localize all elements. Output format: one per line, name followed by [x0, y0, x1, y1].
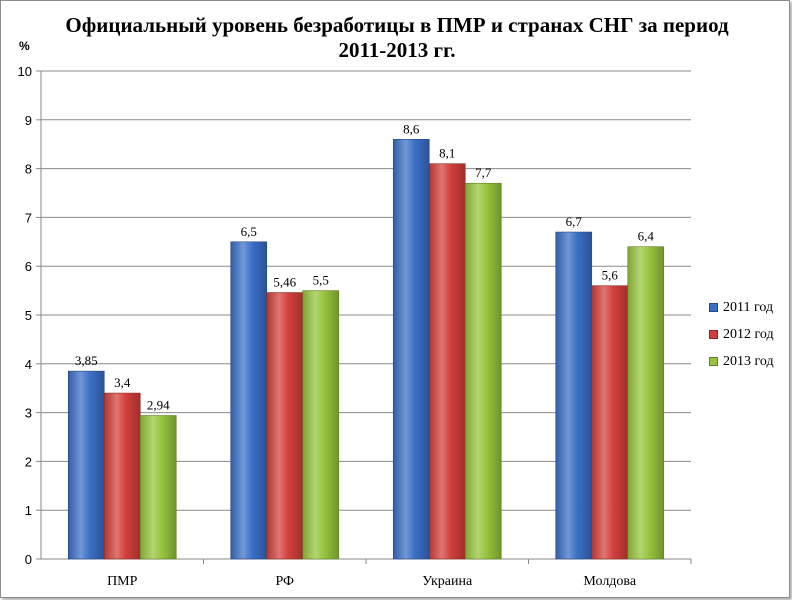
- bar: [627, 246, 665, 560]
- data-label: 8,1: [439, 146, 455, 161]
- legend-item: 2013 год: [709, 348, 774, 375]
- chart-title: Официальный уровень безработицы в ПМР и …: [41, 13, 753, 63]
- data-label: 6,5: [241, 224, 257, 239]
- legend-item: 2012 год: [709, 321, 774, 348]
- legend-swatch: [709, 330, 718, 339]
- bar: [139, 415, 177, 560]
- data-label: 6,7: [566, 214, 583, 229]
- legend-label: 2012 год: [723, 326, 774, 342]
- legend-label: 2011 год: [723, 299, 774, 315]
- data-label: 5,5: [313, 273, 329, 288]
- category-label: РФ: [275, 574, 294, 589]
- data-label: 5,46: [273, 275, 296, 290]
- y-tick-label: 6: [25, 259, 32, 274]
- data-label: 3,85: [75, 353, 98, 368]
- y-tick-label: 10: [18, 64, 32, 79]
- bar: [591, 285, 629, 560]
- bar: [302, 290, 340, 560]
- bar: [428, 163, 466, 560]
- bar: [266, 292, 304, 560]
- data-label: 5,6: [602, 268, 619, 283]
- bar: [392, 139, 430, 560]
- category-label: Молдова: [583, 574, 636, 589]
- legend-label: 2013 год: [723, 353, 774, 369]
- legend-swatch: [709, 303, 718, 312]
- y-tick-label: 3: [25, 406, 32, 421]
- legend: 2011 год 2012 год 2013 год: [709, 294, 774, 375]
- category-label: Украина: [422, 574, 473, 589]
- y-tick-label: 4: [25, 357, 32, 372]
- y-tick-label: 8: [25, 162, 32, 177]
- chart-title-line-1: Официальный уровень безработицы в ПМР и …: [65, 13, 729, 37]
- chart-title-line-2: 2011-2013 гг.: [338, 38, 456, 62]
- y-tick-label: 5: [25, 308, 32, 323]
- bar: [103, 392, 141, 560]
- data-label: 7,7: [475, 165, 492, 180]
- bar: [464, 182, 502, 560]
- data-label: 3,4: [114, 375, 131, 390]
- category-label: ПМР: [107, 574, 138, 589]
- y-axis-label: %: [19, 39, 30, 53]
- y-tick-label: 2: [25, 454, 32, 469]
- legend-item: 2011 год: [709, 294, 774, 321]
- bar: [230, 241, 268, 560]
- y-tick-label: 1: [25, 503, 32, 518]
- y-tick-label: 0: [25, 552, 32, 567]
- data-label: 8,6: [403, 121, 420, 136]
- y-tick-label: 9: [25, 113, 32, 128]
- legend-swatch: [709, 357, 718, 366]
- data-label: 2,94: [147, 398, 170, 413]
- bar: [555, 231, 593, 560]
- bar: [67, 370, 105, 560]
- data-label: 6,4: [638, 229, 655, 244]
- y-tick-label: 7: [25, 210, 32, 225]
